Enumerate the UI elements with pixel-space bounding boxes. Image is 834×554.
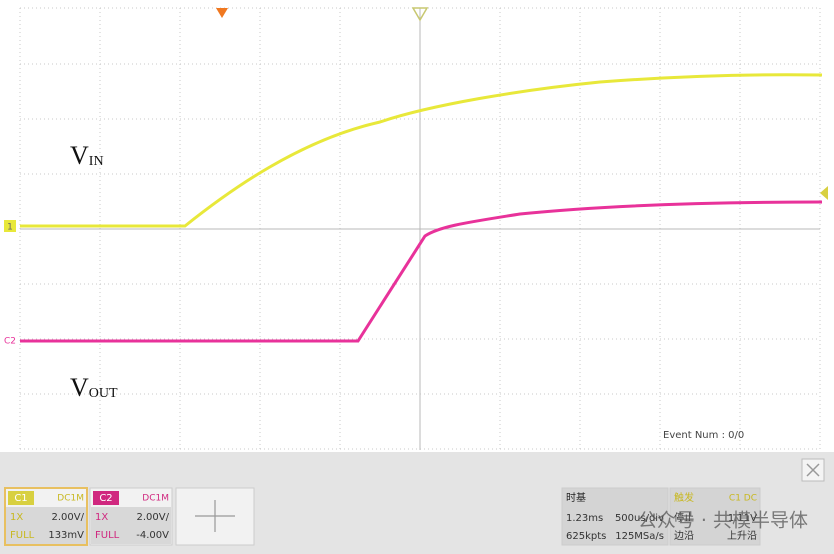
c2-box[interactable]: C2 DC1M 1X 2.00V/ FULL -4.00V (89, 487, 173, 546)
vout-label: VOUT (70, 373, 118, 402)
c2-scale: 2.00V/ (137, 512, 170, 523)
c1-probe: 1X (10, 512, 23, 523)
trigger-type: 边沿 (674, 530, 694, 542)
c2-bandwidth: FULL (95, 530, 120, 541)
trigger-slope: 上升沿 (727, 530, 757, 542)
timebase-scale: 500us/div (615, 513, 664, 524)
c1-scale: 2.00V/ (52, 512, 85, 523)
trigger-pos-marker (216, 8, 228, 18)
c2-coupling: DC1M (142, 494, 169, 504)
trigger-box[interactable]: 触发 C1 DC 停止 1.11V 边沿 上升沿 (669, 487, 761, 546)
add-channel-button[interactable] (175, 487, 255, 546)
c1-bandwidth: FULL (10, 530, 35, 541)
trigger-state: 停止 (674, 511, 694, 524)
vin-label: VIN (70, 141, 104, 170)
trigger-level-marker (820, 186, 828, 200)
c1-marker-text: 1 (7, 223, 13, 233)
event-num: Event Num : 0/0 (663, 430, 744, 441)
close-icon (806, 463, 820, 477)
trigger-title: 触发 (674, 491, 694, 504)
trigger-level: 1.11V (728, 513, 757, 524)
c2-name: C2 (99, 493, 112, 504)
timebase-delay: 1.23ms (566, 513, 603, 524)
grid (19, 7, 821, 450)
c1-marker (4, 220, 16, 232)
c1-trace (20, 73, 823, 228)
center-marker (411, 7, 429, 22)
c1-box[interactable]: C1 DC1M 1X 2.00V/ FULL 133mV (4, 487, 88, 546)
watermark: 公众号 · 共模半导体 (638, 510, 808, 532)
trigger-source: C1 DC (729, 494, 757, 504)
c2-marker-text: C2 (4, 337, 16, 347)
c1-offset: 133mV (48, 530, 84, 541)
c2-trace (20, 200, 823, 343)
timebase-title: 时基 (566, 491, 586, 504)
c1-name: C1 (14, 493, 27, 504)
c2-offset: -4.00V (136, 530, 169, 541)
timebase-points: 625kpts (566, 531, 606, 542)
c1-coupling: DC1M (57, 494, 84, 504)
timebase-rate: 125MSa/s (615, 531, 664, 542)
timebase-box[interactable]: 时基 1.23ms 500us/div 625kpts 125MSa/s (561, 487, 669, 546)
c2-probe: 1X (95, 512, 108, 523)
